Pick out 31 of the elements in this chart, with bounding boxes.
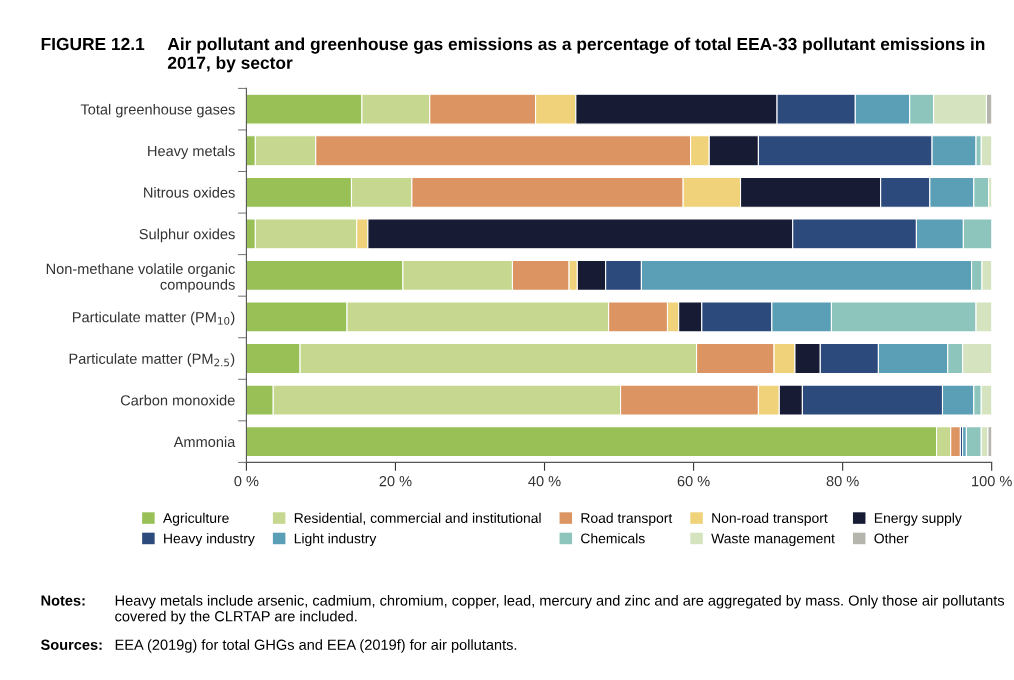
- y-tick-label: Ammonia: [173, 436, 236, 448]
- y-tick-label: Nitrous oxides: [144, 187, 235, 198]
- legend-label: Road transport: [581, 512, 673, 526]
- text: Heavy metals include arsenic, cadmium, chromium, copper, lead, mercury and zinc and are aggregated by mass. Only those air pollutants covered by the CLRTAP are included.: [115, 595, 1005, 625]
- y-tick-label: Non-methane volatile organic compounds: [46, 263, 235, 293]
- y-tick-label: Heavy metals: [148, 145, 235, 160]
- legend-label: Heavy industry: [164, 533, 255, 547]
- caption: FIGURE 12.1: [41, 37, 145, 51]
- legend-label: Residential, commercial and institutional: [294, 512, 541, 525]
- chart-title: Air pollutant and greenhouse gas emissions as a percentage of total EEA-33 pollutant emissions in 2017, by sector: [167, 37, 985, 73]
- legend-label: Energy supply: [874, 512, 962, 526]
- text: EEA (2019g) for total GHGs and EEA (2019f) for air pollutants.: [115, 639, 517, 653]
- legend-label: Agriculture: [163, 512, 229, 526]
- text: Notes:: [41, 595, 85, 606]
- source-note: Sources:: [40, 639, 102, 650]
- x-tick-label: 60 %: [677, 475, 710, 487]
- y-tick-label: Total greenhouse gases: [80, 103, 235, 118]
- y-tick-label: Particulate matter (PM$_{10}$): [73, 311, 235, 326]
- legend-label: Other: [874, 533, 909, 544]
- y-tick-label: Sulphur oxides: [139, 228, 235, 243]
- x-tick-label: 100 %: [972, 475, 1012, 487]
- legend-label: Chemicals: [581, 533, 645, 544]
- legend-label: Non-road transport: [712, 512, 828, 526]
- legend-label: Light industry: [294, 533, 377, 547]
- y-tick-label: Particulate matter (PM$_{2.5}$): [69, 353, 235, 367]
- legend-label: Waste management: [711, 533, 835, 547]
- x-tick-label: 80 %: [826, 475, 859, 487]
- x-tick-label: 0 %: [234, 475, 259, 487]
- y-tick-label: Carbon monoxide: [120, 394, 235, 406]
- x-tick-label: 20 %: [379, 475, 412, 487]
- x-tick-label: 40 %: [528, 475, 561, 487]
